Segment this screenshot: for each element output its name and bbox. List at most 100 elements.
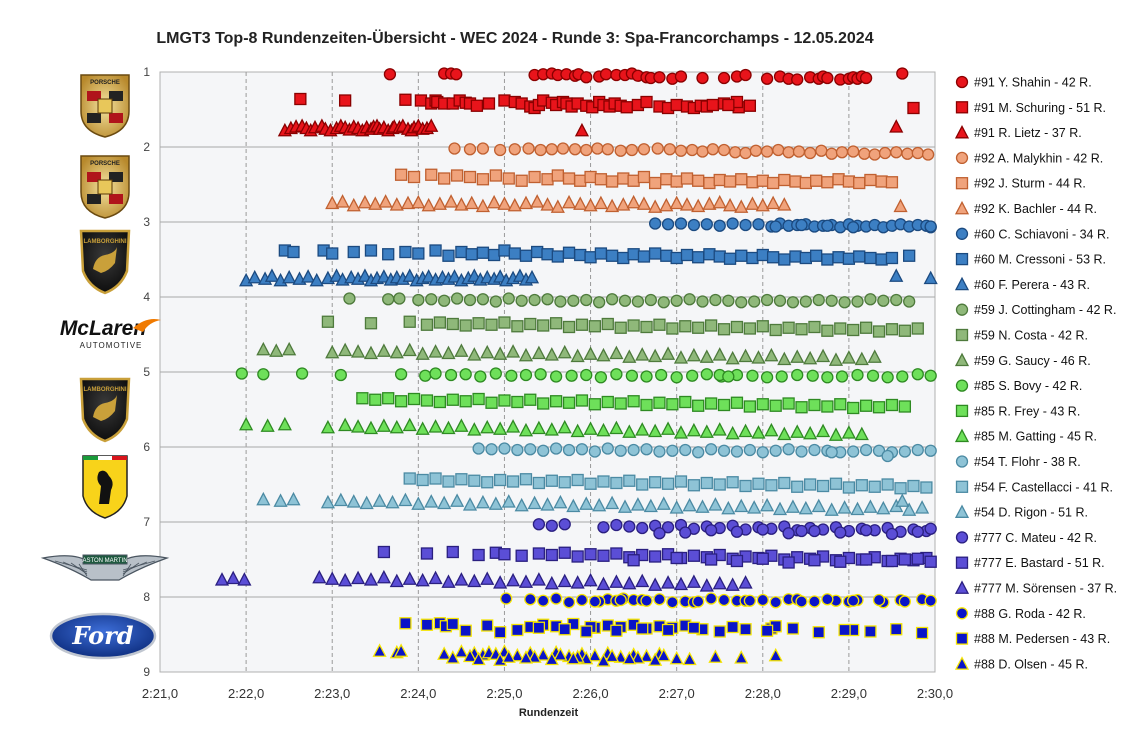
data-point	[256, 491, 271, 506]
data-point	[803, 425, 818, 440]
data-point	[722, 370, 735, 383]
data-point	[428, 419, 443, 433]
data-point	[911, 368, 924, 381]
data-point	[670, 98, 683, 112]
legend-marker	[954, 352, 970, 367]
data-point	[616, 197, 631, 211]
data-point	[475, 494, 490, 509]
data-point	[571, 473, 584, 487]
logo-lettering: Ford	[71, 621, 133, 650]
data-point	[565, 369, 578, 382]
data-point	[756, 593, 769, 607]
data-point	[498, 94, 511, 107]
data-point	[687, 621, 701, 634]
data-point	[515, 294, 528, 307]
data-point	[326, 247, 339, 260]
data-point	[782, 527, 795, 540]
data-point	[704, 397, 718, 410]
data-point	[669, 195, 684, 210]
data-point	[545, 143, 558, 156]
data-point	[875, 175, 888, 188]
data-point	[911, 443, 924, 457]
data-point	[669, 650, 684, 665]
data-point	[522, 142, 535, 155]
data-point	[596, 347, 611, 362]
data-point	[777, 197, 792, 211]
x-tick-label: 2:26,0	[572, 686, 608, 701]
data-point	[834, 322, 847, 335]
data-point	[730, 396, 744, 409]
data-point	[680, 172, 694, 185]
legend-marker	[955, 252, 969, 266]
bull-shape	[93, 247, 117, 273]
data-point	[682, 497, 697, 512]
data-point	[601, 143, 614, 156]
data-point	[438, 172, 451, 185]
data-point	[670, 551, 683, 565]
data-point	[834, 398, 847, 411]
data-point	[730, 554, 744, 568]
data-point	[507, 197, 522, 212]
wings-shape	[40, 555, 170, 581]
data-point	[679, 320, 692, 333]
data-point	[338, 417, 353, 432]
legend-item: #91 Y. Shahin - 42 R.	[955, 76, 1092, 90]
data-point	[821, 253, 834, 266]
data-point	[622, 575, 637, 590]
data-point	[739, 146, 752, 160]
data-point	[441, 574, 456, 588]
data-point	[527, 649, 542, 663]
data-point	[425, 293, 438, 306]
data-point	[549, 592, 563, 605]
data-point	[625, 143, 639, 157]
data-point	[674, 475, 688, 488]
data-point	[444, 368, 458, 382]
data-point	[921, 148, 935, 161]
data-point	[725, 350, 740, 365]
data-point	[566, 498, 581, 513]
data-point	[878, 146, 892, 160]
data-point	[769, 596, 782, 609]
data-point	[518, 574, 534, 588]
data-point	[618, 294, 632, 307]
crest-quarter	[109, 91, 123, 101]
data-point	[790, 424, 805, 438]
data-point	[670, 294, 683, 307]
chart-title: LMGT3 Top-8 Rundenzeiten-Übersicht - WEC…	[156, 30, 874, 47]
data-point	[562, 443, 576, 457]
data-point	[605, 175, 619, 188]
data-point	[755, 197, 770, 212]
data-point	[864, 293, 877, 306]
data-point	[346, 494, 361, 508]
data-point	[594, 247, 608, 260]
data-point	[704, 524, 718, 537]
data-point	[766, 195, 781, 210]
data-point	[748, 295, 761, 308]
series-19	[532, 518, 937, 541]
data-point	[789, 250, 802, 263]
data-point	[623, 474, 636, 487]
data-point	[898, 553, 912, 566]
data-point	[536, 647, 551, 661]
series-13	[235, 367, 937, 384]
data-point	[680, 248, 694, 262]
data-point	[493, 421, 508, 435]
logo-lettering: PORSCHE	[90, 161, 120, 167]
data-point	[588, 320, 602, 333]
data-point	[863, 499, 878, 513]
data-point	[713, 478, 726, 491]
data-point	[376, 343, 391, 357]
data-point	[756, 174, 769, 187]
data-point	[472, 548, 485, 562]
data-point	[524, 593, 537, 606]
data-point	[803, 478, 817, 491]
data-point	[363, 572, 379, 586]
data-point	[666, 596, 679, 609]
data-point	[769, 323, 782, 337]
data-point	[480, 419, 495, 434]
data-point	[746, 369, 759, 382]
data-point	[389, 344, 404, 359]
data-point	[554, 295, 567, 308]
data-point	[700, 368, 713, 381]
data-point	[847, 323, 860, 337]
